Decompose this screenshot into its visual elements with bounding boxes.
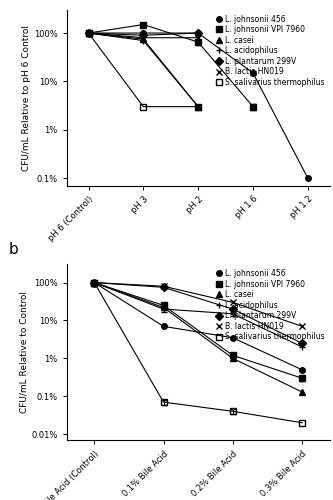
L. acidophilus: [141, 38, 145, 44]
Line: B. lactis HN019: B. lactis HN019: [92, 280, 305, 329]
L. johnsonii 456: [141, 30, 145, 36]
Line: L. johnsonii 456: L. johnsonii 456: [92, 280, 305, 372]
L. johnsonii 456: [251, 70, 255, 76]
L. johnsonii VPI 7960: [141, 22, 145, 28]
Line: L. casei: L. casei: [86, 30, 201, 110]
L. johnsonii VPI 7960: [162, 302, 166, 308]
B. lactis HN019: [162, 283, 166, 289]
L. johnsonii VPI 7960: [196, 39, 200, 45]
Line: L. johnsonii VPI 7960: L. johnsonii VPI 7960: [86, 22, 256, 110]
L. acidophilus: [196, 104, 200, 110]
Line: L. acidophilus: L. acidophilus: [92, 280, 305, 349]
Text: b: b: [9, 242, 18, 258]
L. casei: [87, 30, 91, 36]
B. lactis HN019: [300, 324, 304, 330]
L. johnsonii 456: [196, 30, 200, 36]
Legend: L. johnsonii 456, L. johnsonii VPI 7960, L. casei, L. acidophilus, L. plantarum : L. johnsonii 456, L. johnsonii VPI 7960,…: [214, 268, 326, 342]
S. salivarius thermophilus: [141, 104, 145, 110]
B. lactis HN019: [92, 280, 96, 285]
L. casei: [231, 356, 235, 362]
B. lactis HN019: [141, 34, 145, 40]
L. plantarum 299V: [162, 284, 166, 290]
Legend: L. johnsonii 456, L. johnsonii VPI 7960, L. casei, L. acidophilus, L. plantarum : L. johnsonii 456, L. johnsonii VPI 7960,…: [214, 14, 326, 88]
L. johnsonii VPI 7960: [231, 352, 235, 358]
S. salivarius thermophilus: [300, 420, 304, 426]
L. plantarum 299V: [141, 32, 145, 38]
S. salivarius thermophilus: [92, 280, 96, 285]
L. acidophilus: [300, 344, 304, 350]
L. acidophilus: [162, 306, 166, 312]
L. plantarum 299V: [231, 306, 235, 312]
B. lactis HN019: [231, 300, 235, 306]
Line: L. johnsonii VPI 7960: L. johnsonii VPI 7960: [92, 280, 305, 381]
Line: L. acidophilus: L. acidophilus: [86, 30, 201, 110]
Line: L. johnsonii 456: L. johnsonii 456: [86, 30, 311, 181]
L. plantarum 299V: [300, 340, 304, 346]
L. casei: [196, 104, 200, 110]
S. salivarius thermophilus: [231, 408, 235, 414]
Line: S. salivarius thermophilus: S. salivarius thermophilus: [86, 30, 201, 110]
L. casei: [300, 389, 304, 395]
L. johnsonii 456: [162, 324, 166, 330]
L. acidophilus: [231, 311, 235, 317]
L. casei: [141, 36, 145, 42]
L. johnsonii 456: [92, 280, 96, 285]
L. plantarum 299V: [196, 30, 200, 36]
Line: L. plantarum 299V: L. plantarum 299V: [92, 280, 305, 346]
L. johnsonii 456: [231, 334, 235, 340]
L. johnsonii 456: [87, 30, 91, 36]
L. casei: [162, 304, 166, 310]
L. johnsonii 456: [306, 175, 310, 181]
S. salivarius thermophilus: [87, 30, 91, 36]
Y-axis label: CFU/mL Relative to pH 6 Control: CFU/mL Relative to pH 6 Control: [22, 25, 31, 171]
Line: L. casei: L. casei: [92, 280, 305, 394]
L. johnsonii VPI 7960: [87, 30, 91, 36]
L. acidophilus: [92, 280, 96, 285]
S. salivarius thermophilus: [196, 104, 200, 110]
B. lactis HN019: [87, 30, 91, 36]
L. johnsonii VPI 7960: [300, 375, 304, 381]
S. salivarius thermophilus: [162, 399, 166, 405]
Y-axis label: CFU/mL Relative to Control: CFU/mL Relative to Control: [19, 291, 28, 413]
L. plantarum 299V: [87, 30, 91, 36]
Text: a: a: [9, 0, 18, 3]
L. acidophilus: [87, 30, 91, 36]
L. johnsonii 456: [300, 367, 304, 373]
Line: L. plantarum 299V: L. plantarum 299V: [86, 30, 201, 38]
L. casei: [92, 280, 96, 285]
Line: B. lactis HN019: B. lactis HN019: [86, 30, 201, 40]
L. johnsonii VPI 7960: [92, 280, 96, 285]
L. johnsonii VPI 7960: [251, 104, 255, 110]
Line: S. salivarius thermophilus: S. salivarius thermophilus: [92, 280, 305, 426]
L. plantarum 299V: [92, 280, 96, 285]
B. lactis HN019: [196, 34, 200, 40]
